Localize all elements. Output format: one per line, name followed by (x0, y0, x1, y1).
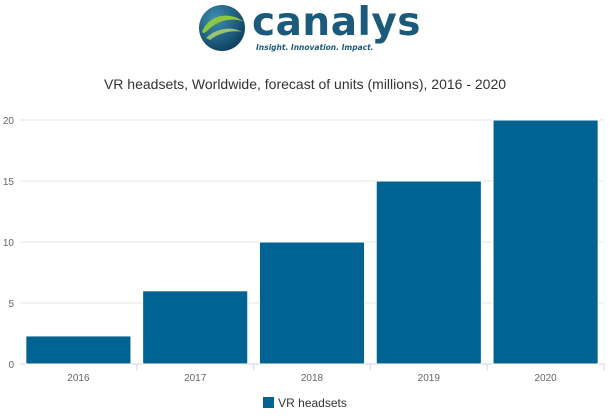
x-tick-label: 2020 (534, 373, 557, 384)
legend[interactable]: VR headsets (0, 396, 610, 410)
bar-2017[interactable] (142, 290, 249, 365)
globe-logo-icon (199, 5, 245, 51)
y-tick-label: 10 (3, 238, 15, 249)
bar-2020[interactable] (492, 119, 599, 365)
logo-tagline: Insight. Innovation. Impact. (256, 43, 374, 52)
y-axis: 0 5 10 15 20 (3, 116, 15, 371)
logo-wordmark: canalys (252, 0, 422, 45)
bar-2016[interactable] (25, 335, 132, 365)
x-tick-label: 2019 (418, 373, 441, 384)
bar-2019[interactable] (375, 180, 482, 365)
y-tick-label: 20 (3, 116, 15, 127)
bars (25, 119, 599, 365)
y-tick-label: 5 (8, 299, 14, 310)
chart-title: VR headsets, Worldwide, forecast of unit… (103, 76, 507, 92)
bar-2018[interactable] (258, 241, 366, 365)
y-tick-label: 0 (8, 360, 14, 371)
legend-label: VR headsets (278, 396, 347, 410)
y-tick-label: 15 (3, 177, 15, 188)
canalys-logo: canalys Insight. Innovation. Impact. (198, 0, 421, 56)
x-axis: 2016 2017 2018 2019 2020 (67, 364, 605, 384)
x-tick-label: 2018 (301, 373, 324, 384)
x-tick-label: 2016 (67, 373, 90, 384)
x-tick-label: 2017 (184, 373, 207, 384)
legend-swatch (263, 397, 275, 408)
